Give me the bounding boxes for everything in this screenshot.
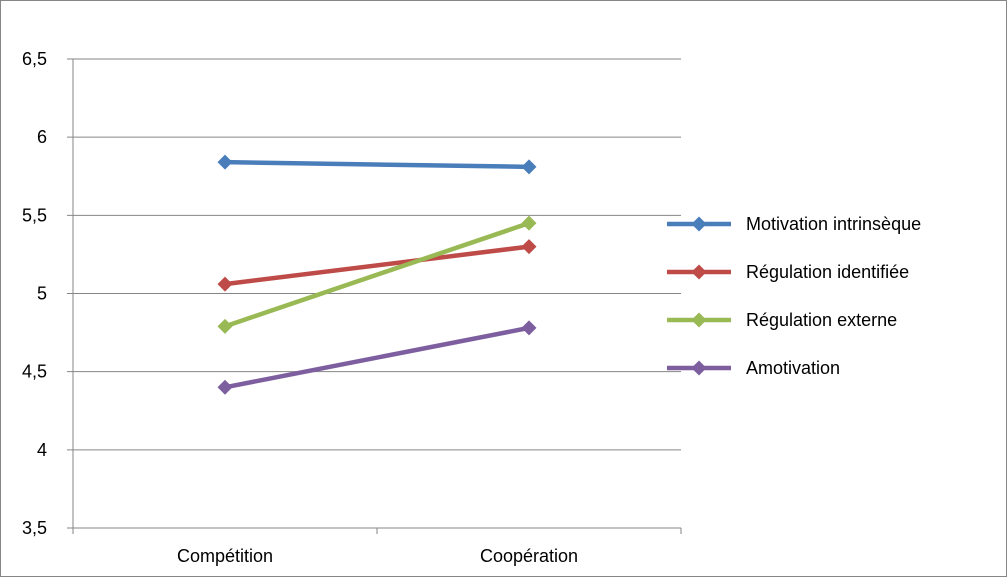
- legend-label: Amotivation: [746, 358, 840, 378]
- data-point: [217, 379, 233, 395]
- gridlines: [67, 58, 681, 529]
- series-line: [224, 244, 530, 287]
- series-line: [224, 221, 530, 329]
- legend-item: Régulation externe: [667, 310, 897, 330]
- legend: Motivation intrinsèque Régulation identif…: [667, 214, 921, 378]
- x-tick-label: Coopération: [480, 546, 578, 566]
- legend-label: Régulation externe: [746, 310, 897, 330]
- y-tick-label: 4,5: [22, 362, 47, 382]
- series-line: [224, 159, 530, 170]
- y-tick-label: 4: [37, 440, 47, 460]
- legend-marker: [691, 264, 707, 280]
- series-line: [224, 325, 530, 390]
- legend-marker: [691, 216, 707, 232]
- legend-item: Amotivation: [667, 358, 840, 378]
- y-tick-label: 5,5: [22, 205, 47, 225]
- legend-marker: [691, 312, 707, 328]
- axes: [72, 59, 682, 534]
- data-point: [521, 215, 537, 231]
- y-tick-label: 5: [37, 284, 47, 304]
- y-axis-ticks: 3,5 4 4,5 5 5,5 6 6,5: [22, 49, 47, 538]
- data-point: [521, 159, 537, 175]
- series-2: [217, 239, 537, 292]
- data-point: [521, 239, 537, 255]
- series-4: [217, 320, 537, 395]
- series-3: [217, 215, 537, 334]
- data-point: [217, 276, 233, 292]
- series-1: [217, 154, 537, 175]
- y-tick-label: 6: [37, 127, 47, 147]
- x-tick-label: Compétition: [177, 546, 273, 566]
- data-point: [217, 154, 233, 170]
- legend-label: Motivation intrinsèque: [746, 214, 921, 234]
- legend-item: Motivation intrinsèque: [667, 214, 921, 234]
- y-tick-label: 6,5: [22, 49, 47, 69]
- x-axis-ticks: Compétition Coopération: [177, 546, 578, 566]
- legend-label: Régulation identifiée: [746, 262, 909, 282]
- series-lines: [217, 154, 537, 395]
- legend-marker: [691, 360, 707, 376]
- data-point: [521, 320, 537, 336]
- data-point: [217, 318, 233, 334]
- legend-item: Régulation identifiée: [667, 262, 909, 282]
- y-tick-label: 3,5: [22, 518, 47, 538]
